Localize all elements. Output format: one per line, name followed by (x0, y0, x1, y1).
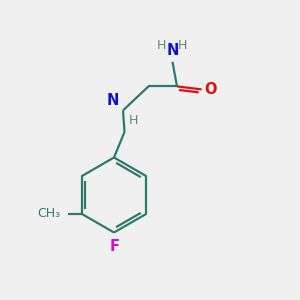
Text: F: F (110, 239, 120, 254)
Text: N: N (107, 93, 119, 108)
Text: N: N (166, 43, 179, 58)
Text: H: H (128, 114, 138, 127)
Text: O: O (205, 82, 217, 97)
Text: H: H (177, 39, 187, 52)
Text: CH₃: CH₃ (38, 207, 61, 220)
Text: H: H (156, 39, 166, 52)
